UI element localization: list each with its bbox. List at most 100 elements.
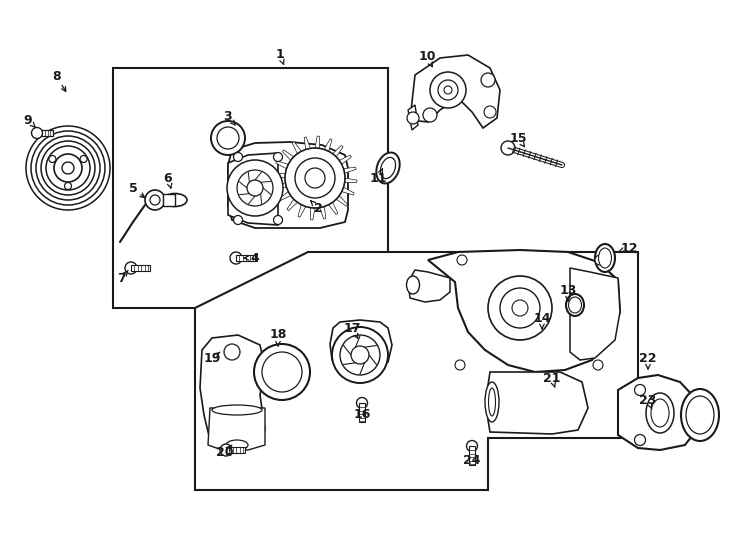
- Polygon shape: [339, 155, 352, 164]
- Text: 1: 1: [276, 49, 284, 62]
- Text: 22: 22: [639, 352, 657, 365]
- Circle shape: [593, 360, 603, 370]
- Ellipse shape: [569, 297, 581, 313]
- Circle shape: [233, 215, 242, 225]
- Circle shape: [467, 441, 478, 451]
- Ellipse shape: [595, 244, 615, 272]
- Text: 3: 3: [224, 111, 233, 124]
- Text: 16: 16: [353, 408, 371, 422]
- Ellipse shape: [226, 440, 248, 450]
- Ellipse shape: [646, 393, 674, 433]
- Circle shape: [595, 255, 605, 265]
- Text: 13: 13: [559, 284, 577, 296]
- Text: 4: 4: [250, 252, 259, 265]
- Circle shape: [145, 190, 165, 210]
- Polygon shape: [228, 153, 278, 225]
- Ellipse shape: [566, 294, 584, 316]
- Circle shape: [501, 141, 515, 155]
- Circle shape: [230, 252, 242, 264]
- Circle shape: [423, 108, 437, 122]
- Polygon shape: [200, 335, 265, 450]
- Ellipse shape: [489, 388, 495, 416]
- Circle shape: [274, 152, 283, 161]
- Polygon shape: [287, 199, 297, 211]
- Polygon shape: [298, 205, 306, 217]
- Ellipse shape: [407, 276, 420, 294]
- Bar: [131, 265, 150, 271]
- Polygon shape: [228, 142, 348, 228]
- Circle shape: [247, 180, 263, 196]
- Polygon shape: [283, 150, 294, 160]
- Bar: [359, 403, 365, 422]
- Circle shape: [237, 170, 273, 206]
- Circle shape: [65, 183, 71, 190]
- Polygon shape: [304, 137, 310, 150]
- Text: 10: 10: [418, 51, 436, 64]
- Polygon shape: [273, 173, 286, 178]
- Polygon shape: [408, 105, 418, 130]
- Text: 14: 14: [533, 312, 550, 325]
- Circle shape: [211, 121, 245, 155]
- Bar: [226, 447, 245, 453]
- Polygon shape: [292, 141, 302, 154]
- Text: 18: 18: [269, 328, 287, 341]
- Text: 23: 23: [639, 394, 657, 407]
- Circle shape: [488, 276, 552, 340]
- Circle shape: [41, 141, 95, 195]
- Bar: [41, 130, 53, 136]
- Circle shape: [31, 131, 105, 205]
- Circle shape: [305, 168, 325, 188]
- Circle shape: [46, 146, 90, 190]
- Circle shape: [224, 344, 240, 360]
- Text: 20: 20: [217, 446, 233, 458]
- Circle shape: [49, 156, 56, 163]
- Text: 19: 19: [203, 352, 221, 365]
- Ellipse shape: [598, 248, 611, 268]
- Circle shape: [430, 72, 466, 108]
- Polygon shape: [570, 268, 620, 360]
- Ellipse shape: [651, 399, 669, 427]
- Polygon shape: [488, 372, 588, 434]
- Circle shape: [444, 86, 452, 94]
- Polygon shape: [618, 375, 698, 450]
- Circle shape: [254, 344, 310, 400]
- Bar: [236, 255, 255, 261]
- Circle shape: [62, 162, 74, 174]
- Polygon shape: [163, 194, 175, 206]
- Ellipse shape: [163, 193, 187, 206]
- Circle shape: [285, 148, 345, 208]
- Circle shape: [36, 136, 100, 200]
- Ellipse shape: [212, 405, 262, 415]
- Text: 9: 9: [23, 113, 32, 126]
- Polygon shape: [333, 145, 343, 157]
- Circle shape: [634, 384, 645, 395]
- Ellipse shape: [380, 157, 396, 179]
- Text: 15: 15: [509, 132, 527, 145]
- Text: 8: 8: [53, 71, 62, 84]
- Circle shape: [455, 360, 465, 370]
- Ellipse shape: [377, 152, 400, 184]
- Circle shape: [357, 397, 368, 408]
- Text: 12: 12: [620, 241, 638, 254]
- Circle shape: [634, 435, 645, 446]
- Polygon shape: [330, 320, 392, 368]
- Circle shape: [217, 127, 239, 149]
- Polygon shape: [274, 183, 286, 189]
- Circle shape: [32, 127, 43, 138]
- Bar: [469, 446, 475, 465]
- Circle shape: [500, 288, 540, 328]
- Text: 17: 17: [344, 321, 360, 334]
- Circle shape: [407, 112, 419, 124]
- Ellipse shape: [485, 382, 499, 422]
- Circle shape: [484, 106, 496, 118]
- Circle shape: [54, 154, 82, 182]
- Circle shape: [233, 152, 242, 161]
- Circle shape: [274, 215, 283, 225]
- Text: 11: 11: [369, 172, 387, 185]
- Text: 5: 5: [128, 183, 137, 195]
- Polygon shape: [208, 408, 265, 450]
- Text: 24: 24: [463, 454, 481, 467]
- Ellipse shape: [681, 389, 719, 441]
- Polygon shape: [195, 252, 638, 490]
- Polygon shape: [324, 139, 332, 151]
